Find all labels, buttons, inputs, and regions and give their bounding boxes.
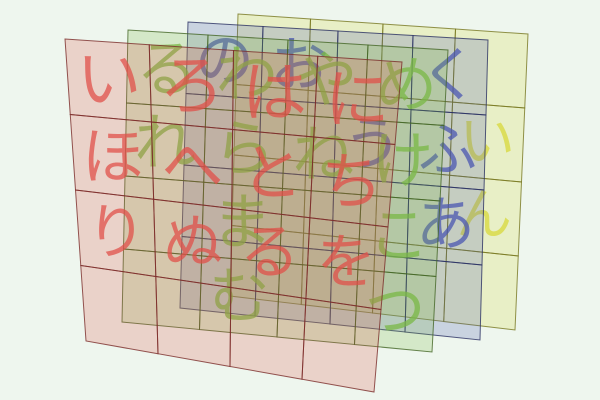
- layer-green: るわやめれらねけま こむつ: [121, 29, 449, 353]
- kana-red-2-1: ぬ: [163, 208, 223, 278]
- kana-red-0-1: ろ: [159, 49, 224, 124]
- kana-green-2-1: ま: [211, 187, 272, 258]
- kana-red-0-3: に: [325, 62, 390, 137]
- cell-blue-3-3: [404, 257, 483, 341]
- kana-red-1-1: へ: [161, 128, 223, 201]
- kana-yellow-1-3: い: [459, 109, 515, 174]
- kana-green-1-0: れ: [134, 106, 196, 179]
- kana-green-1-3: け: [371, 124, 433, 197]
- kana-red-0-0: い: [76, 43, 141, 118]
- kana-red-0-2: は: [242, 56, 307, 131]
- kana-blue-1-3: ふ: [418, 115, 477, 184]
- kana-green-1-1: ら: [213, 112, 275, 185]
- cell-green-3-3: [353, 269, 437, 353]
- kana-red-2-2: る: [240, 218, 300, 288]
- cell-red-3-0: [80, 264, 159, 355]
- kana-red-1-0: ほ: [82, 120, 144, 193]
- kana-green-1-2: ね: [292, 118, 354, 191]
- layer-blue: のおくう ふあ: [179, 21, 489, 341]
- kana-red-1-2: と: [241, 137, 303, 210]
- cell-red-3-1: [155, 275, 232, 368]
- kana-red-2-3: を: [316, 228, 376, 298]
- kana-blue-0-3: く: [420, 41, 479, 110]
- kana-red-2-0: り: [86, 198, 146, 268]
- kana-blue-2-3: あ: [416, 190, 475, 259]
- cell-red-3-3: [301, 297, 382, 393]
- layers-root: いんのおくう ふあるわやめれらねけま こむ ついろはにほへとちりぬるを: [64, 13, 529, 393]
- cell-red-3-2: [229, 286, 307, 380]
- kana-green-2-3: こ: [368, 200, 429, 271]
- layer-red: いろはにほへとちりぬるを: [64, 38, 403, 393]
- layer-yellow: いん: [229, 13, 529, 331]
- kana-green-3-3: つ: [365, 275, 426, 346]
- kana-red-1-3: ち: [321, 145, 383, 218]
- kana-green-3-1: む: [209, 261, 270, 332]
